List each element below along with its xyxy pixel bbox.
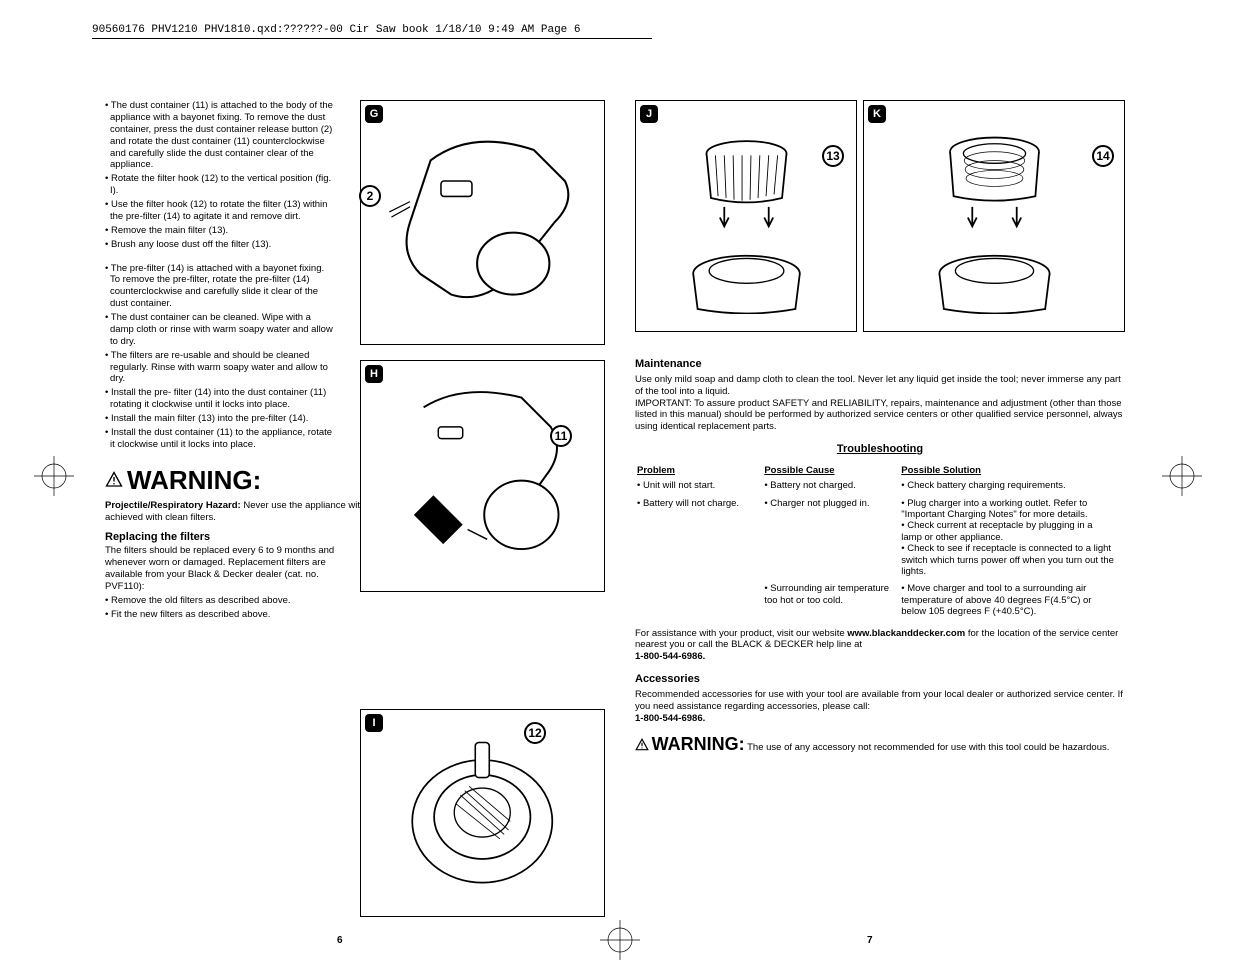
figure-letter: G [365, 105, 383, 123]
assistance-text: For assistance with your product, visit … [635, 628, 1125, 664]
figure-callout: 13 [822, 145, 844, 167]
replacing-column: The filters should be replaced every 6 t… [105, 545, 335, 620]
para: • Remove the old filters as described ab… [105, 595, 335, 607]
warning-triangle-icon [105, 471, 123, 489]
figure-callout: 14 [1092, 145, 1114, 167]
th-problem: Problem [637, 465, 762, 478]
figure-J: J 13 [635, 100, 857, 332]
figure-I-illustration [379, 725, 586, 900]
table-row: • Battery will not charge. • Charger not… [637, 498, 1123, 582]
table-row: • Surrounding air temperature too hot or… [637, 583, 1123, 621]
figure-J-illustration [653, 118, 840, 314]
para: • Use the filter hook (12) to rotate the… [105, 199, 335, 223]
right-page: J 13 K [635, 100, 1135, 623]
figure-letter: K [868, 105, 886, 123]
figure-callout: 11 [550, 425, 572, 447]
warning-label: WARNING: [127, 465, 261, 496]
figure-H-illustration [379, 378, 586, 574]
figure-K-illustration [884, 118, 1105, 314]
maintenance-heading: Maintenance [635, 358, 1125, 372]
header-text: 90560176 PHV1210 PHV1810.qxd:??????-00 C… [92, 24, 580, 36]
table-row: • Unit will not start. • Battery not cha… [637, 480, 1123, 495]
figure-I: I 12 [360, 709, 605, 917]
crop-mark-left [34, 456, 74, 496]
para: • Fit the new filters as described above… [105, 609, 335, 621]
para: • Brush any loose dust off the filter (1… [105, 239, 335, 251]
th-solution: Possible Solution [901, 465, 1123, 478]
figure-H: H 11 [360, 360, 605, 592]
para: • The dust container can be cleaned. Wip… [105, 312, 335, 348]
troubleshooting-table: Problem Possible Cause Possible Solution… [635, 463, 1125, 624]
crop-mark-right [1162, 456, 1202, 496]
figure-callout: 2 [359, 185, 381, 207]
warning-triangle-icon [635, 738, 649, 752]
document-header: 90560176 PHV1210 PHV1810.qxd:??????-00 C… [92, 24, 652, 39]
figure-letter: I [365, 714, 383, 732]
crop-mark-bottom [600, 920, 640, 960]
figure-G-illustration [379, 119, 586, 326]
para: • The filters are re-usable and should b… [105, 350, 335, 386]
th-cause: Possible Cause [764, 465, 899, 478]
instructions-column: • The dust container (11) is attached to… [105, 100, 335, 451]
figure-letter: H [365, 365, 383, 383]
maintenance-block: Maintenance Use only mild soap and damp … [635, 352, 1125, 755]
para: • Install the dust container (11) to the… [105, 427, 335, 451]
figure-G: G 2 [360, 100, 605, 345]
accessories-text: Recommended accessories for use with you… [635, 689, 1125, 725]
warning-accessories: WARNING: The use of any accessory not re… [635, 733, 1125, 756]
figure-K: K 14 [863, 100, 1125, 332]
para: • Install the main filter (13) into the … [105, 413, 335, 425]
para: • Install the pre- filter (14) into the … [105, 387, 335, 411]
accessories-heading: Accessories [635, 673, 1125, 687]
para: IMPORTANT: To assure product SAFETY and … [635, 398, 1125, 434]
para: Use only mild soap and damp cloth to cle… [635, 374, 1125, 398]
figure-callout: 12 [524, 722, 546, 744]
para: • Rotate the filter hook (12) to the ver… [105, 173, 335, 197]
para: The filters should be replaced every 6 t… [105, 545, 335, 593]
left-page: • The dust container (11) is attached to… [105, 100, 605, 623]
para: • Remove the main filter (13). [105, 225, 335, 237]
para: • The pre-filter (14) is attached with a… [105, 263, 335, 311]
warning-label-inline: WARNING: [652, 734, 745, 754]
para: • The dust container (11) is attached to… [105, 100, 335, 171]
figure-letter: J [640, 105, 658, 123]
troubleshooting-heading: Troubleshooting [635, 443, 1125, 457]
